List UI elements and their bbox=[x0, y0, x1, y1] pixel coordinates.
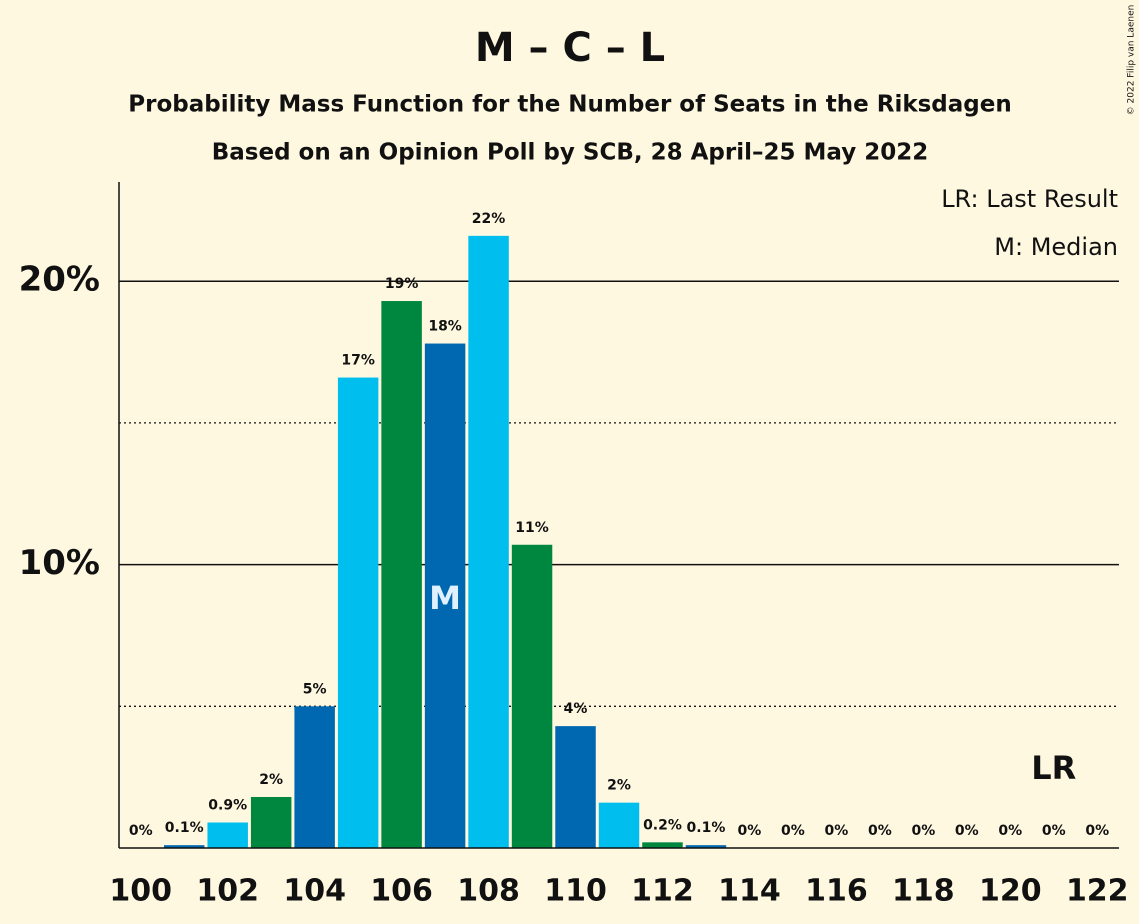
y-tick-label: 20% bbox=[19, 260, 100, 300]
value-label: 0% bbox=[911, 823, 935, 839]
value-label: 0.2% bbox=[643, 817, 682, 833]
bar bbox=[555, 726, 596, 848]
value-label: 2% bbox=[259, 772, 283, 788]
chart-subtitle: Probability Mass Function for the Number… bbox=[128, 92, 1011, 118]
value-label: 0.9% bbox=[208, 797, 247, 813]
y-tick-label: 10% bbox=[19, 543, 100, 583]
bar bbox=[337, 377, 379, 848]
x-tick-label: 102 bbox=[196, 874, 259, 909]
x-tick-label: 120 bbox=[979, 874, 1042, 909]
value-label: 0% bbox=[1085, 823, 1109, 839]
chart-subtitle: Based on an Opinion Poll by SCB, 28 Apri… bbox=[212, 140, 928, 166]
bar bbox=[294, 706, 335, 848]
bar bbox=[207, 822, 248, 848]
bar bbox=[250, 796, 292, 848]
bar bbox=[424, 343, 466, 848]
bar bbox=[685, 845, 727, 848]
x-tick-label: 116 bbox=[805, 874, 868, 909]
value-label: 0.1% bbox=[165, 820, 204, 836]
value-label: 0% bbox=[868, 823, 892, 839]
legend-note: M: Median bbox=[994, 233, 1118, 261]
bar bbox=[163, 845, 205, 848]
bar bbox=[381, 301, 422, 848]
x-tick-label: 106 bbox=[370, 874, 433, 909]
x-tick-label: 118 bbox=[892, 874, 955, 909]
credit: © 2022 Filip van Laenen bbox=[1127, 5, 1137, 116]
x-tick-label: 104 bbox=[283, 874, 346, 909]
value-label: 11% bbox=[515, 520, 549, 536]
value-label: 22% bbox=[472, 211, 506, 227]
x-tick-label: 110 bbox=[544, 874, 607, 909]
x-tick-label: 100 bbox=[109, 874, 172, 909]
value-label: 4% bbox=[564, 701, 588, 717]
annotation: M bbox=[429, 579, 461, 617]
value-label: 0% bbox=[998, 823, 1022, 839]
x-tick-label: 112 bbox=[631, 874, 694, 909]
legend-note: LR: Last Result bbox=[941, 185, 1118, 213]
bar bbox=[642, 842, 683, 848]
bar bbox=[511, 544, 553, 848]
value-label: 0% bbox=[781, 823, 805, 839]
value-label: 0% bbox=[955, 823, 979, 839]
value-label: 5% bbox=[303, 681, 327, 697]
bar bbox=[468, 235, 509, 848]
x-tick-label: 108 bbox=[457, 874, 520, 909]
value-label: 17% bbox=[341, 353, 375, 369]
x-tick-label: 122 bbox=[1066, 874, 1129, 909]
annotation: LR bbox=[1031, 749, 1076, 787]
bar bbox=[598, 802, 640, 848]
value-label: 0% bbox=[129, 823, 153, 839]
x-tick-label: 114 bbox=[718, 874, 781, 909]
value-label: 18% bbox=[428, 319, 462, 335]
value-label: 0.1% bbox=[687, 820, 726, 836]
value-label: 0% bbox=[738, 823, 762, 839]
value-label: 0% bbox=[825, 823, 849, 839]
chart-title: M – C – L bbox=[475, 25, 665, 71]
value-label: 19% bbox=[385, 276, 419, 292]
value-label: 0% bbox=[1042, 823, 1066, 839]
value-label: 2% bbox=[607, 778, 631, 794]
